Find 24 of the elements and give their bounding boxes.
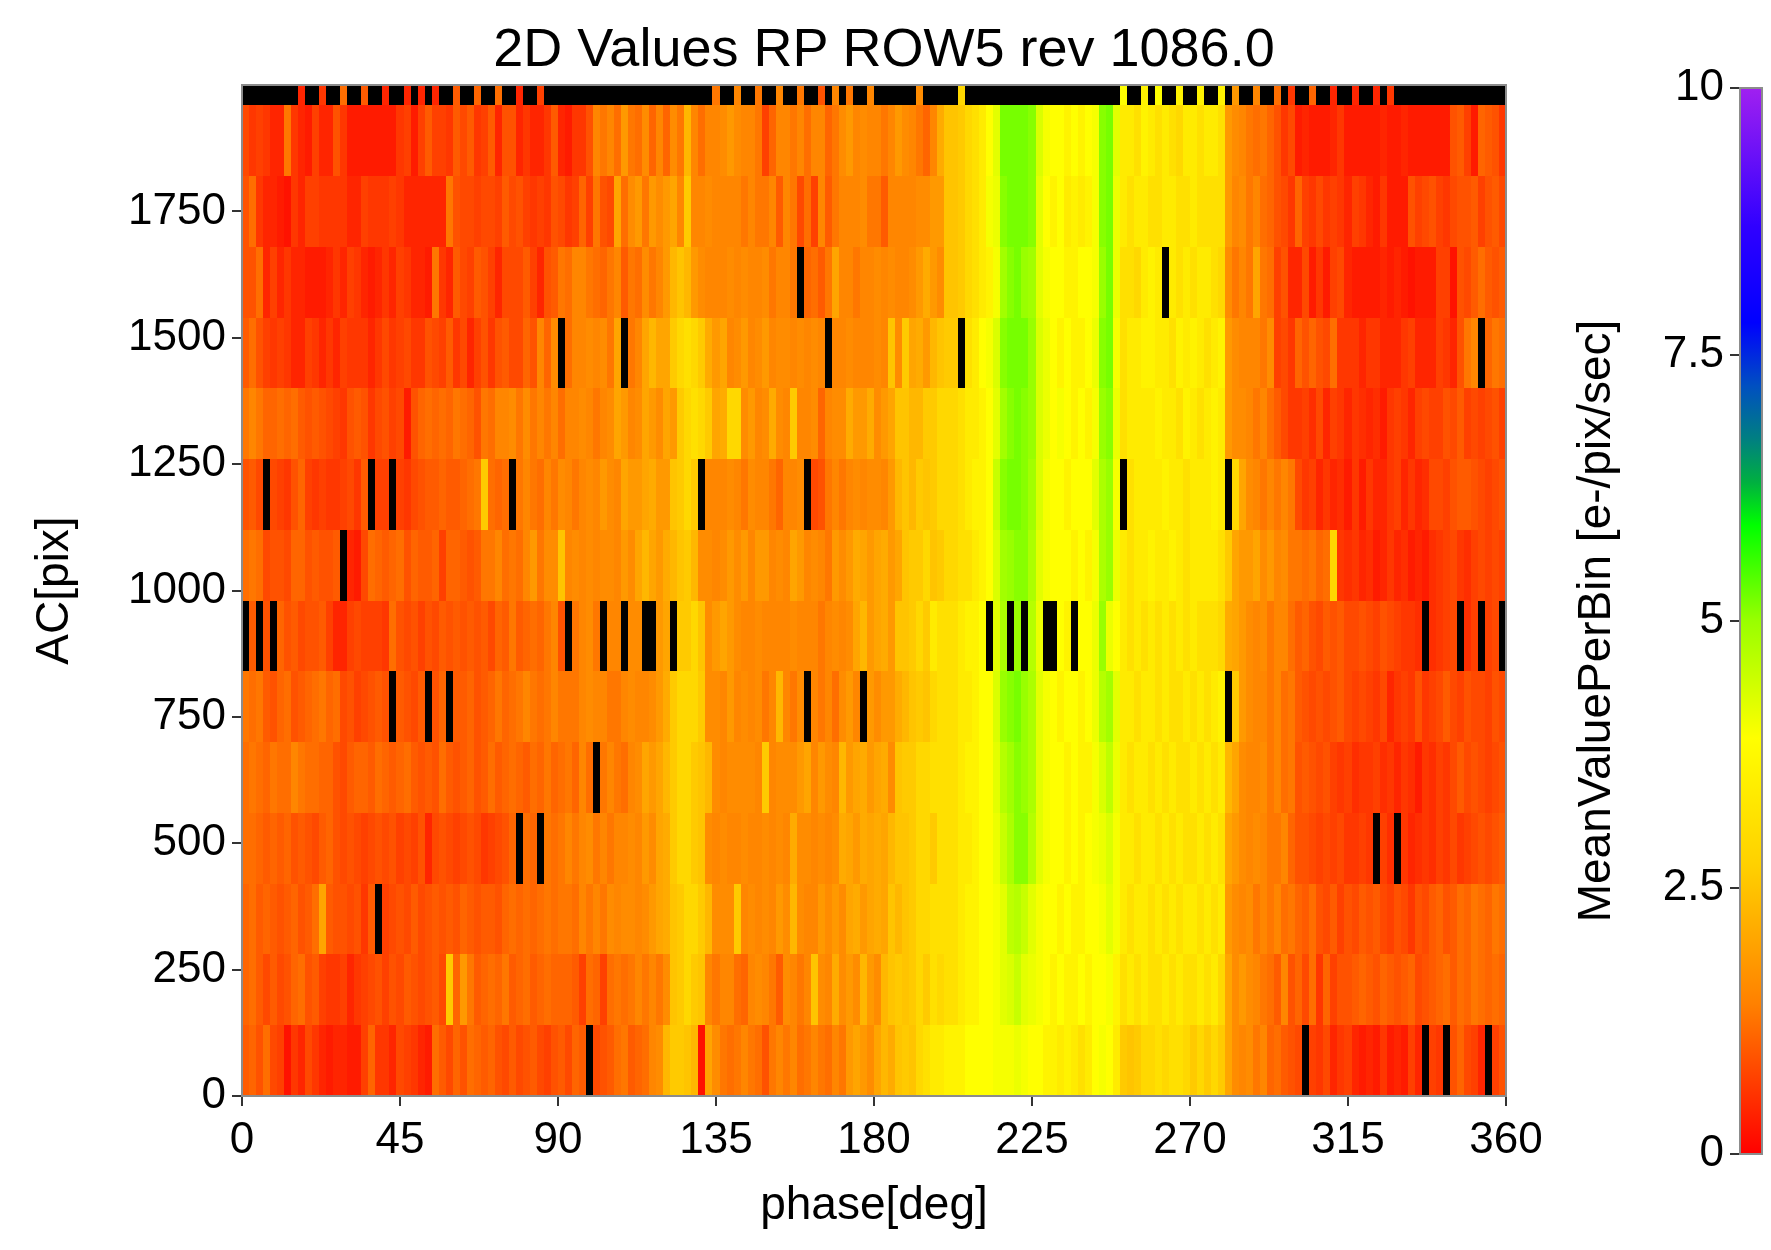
x-tick-label: 360 [1469, 1112, 1543, 1162]
x-tick-label: 135 [679, 1112, 753, 1162]
color-bar-label: 10 [1675, 60, 1724, 110]
x-tick-label: 225 [995, 1112, 1069, 1162]
y-tick-label: 1750 [128, 183, 226, 233]
x-tick-label: 45 [375, 1112, 425, 1162]
color-bar-label: 5 [1699, 593, 1724, 643]
x-axis-title: phase[deg] [760, 1177, 988, 1230]
y-tick-label: 250 [152, 941, 226, 991]
y-tick-label: 0 [201, 1068, 226, 1118]
color-bar-label: 7.5 [1662, 326, 1724, 376]
y-tick-label: 1000 [128, 562, 226, 612]
color-bar-title: MeanValuePerBin [e-/pix/sec] [1568, 319, 1621, 923]
color-bar-label: 2.5 [1662, 859, 1724, 909]
y-tick-label: 500 [152, 815, 226, 865]
x-tick-label: 270 [1153, 1112, 1227, 1162]
x-tick-label: 90 [533, 1112, 583, 1162]
y-tick-label: 1250 [128, 436, 226, 486]
y-tick-label: 1500 [128, 309, 226, 359]
x-tick-label: 180 [837, 1112, 911, 1162]
y-tick-label: 750 [152, 689, 226, 739]
y-axis-title: AC[pix] [26, 516, 79, 665]
chart-title: 2D Values RP ROW5 rev 1086.0 [492, 16, 1276, 79]
x-tick-label: 315 [1311, 1112, 1385, 1162]
